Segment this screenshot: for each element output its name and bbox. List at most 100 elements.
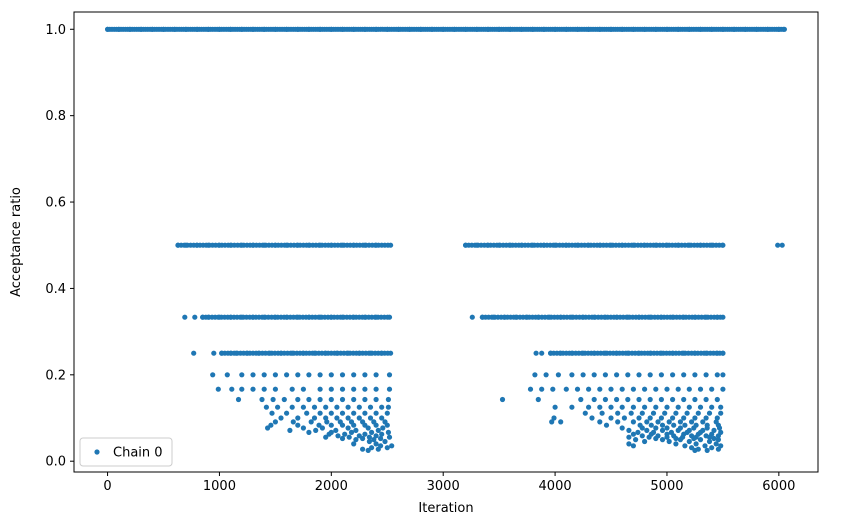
- data-point: [653, 425, 659, 431]
- data-point: [704, 425, 710, 431]
- data-point: [295, 415, 301, 421]
- data-point: [333, 427, 339, 433]
- data-point: [664, 386, 670, 392]
- data-point: [720, 350, 726, 356]
- data-point: [272, 372, 278, 378]
- data-point: [375, 427, 381, 433]
- data-point: [367, 404, 374, 410]
- data-point: [597, 386, 603, 392]
- data-point: [261, 372, 267, 378]
- data-point: [597, 419, 603, 425]
- data-point: [345, 404, 351, 410]
- data-point: [636, 396, 642, 403]
- data-point: [578, 396, 584, 403]
- data-point: [369, 429, 375, 435]
- data-point: [630, 386, 637, 392]
- data-point: [714, 415, 720, 421]
- data-point: [306, 396, 312, 403]
- data-point: [647, 396, 653, 403]
- data-point: [775, 242, 781, 248]
- data-point: [644, 419, 650, 425]
- data-point: [345, 415, 351, 421]
- data-point: [362, 410, 368, 416]
- data-point: [300, 404, 306, 410]
- data-point: [691, 425, 697, 431]
- legend-marker: [94, 449, 100, 455]
- data-point: [284, 410, 290, 416]
- data-point: [614, 396, 620, 403]
- data-point: [365, 447, 371, 453]
- data-point: [574, 386, 581, 392]
- data-point: [697, 386, 704, 392]
- data-point: [630, 431, 637, 437]
- data-point: [362, 372, 368, 378]
- data-point: [250, 372, 256, 378]
- data-point: [317, 396, 323, 403]
- data-point: [670, 415, 676, 421]
- data-point: [346, 434, 352, 440]
- data-point: [386, 386, 393, 392]
- data-point: [235, 396, 242, 403]
- data-point: [373, 386, 379, 392]
- data-point: [351, 441, 357, 447]
- data-point: [259, 396, 265, 403]
- data-point: [700, 419, 706, 425]
- data-point: [535, 396, 541, 403]
- data-point: [647, 415, 653, 421]
- data-point: [351, 372, 357, 378]
- data-point: [662, 410, 668, 416]
- data-point: [639, 410, 645, 416]
- legend-box: [79, 437, 173, 467]
- data-point: [229, 386, 235, 392]
- y-tick-label: 0.8: [45, 109, 66, 124]
- data-point: [650, 410, 657, 416]
- x-tick-label: 6000: [762, 479, 795, 494]
- data-point: [342, 431, 348, 437]
- data-point: [697, 437, 704, 443]
- data-point: [714, 372, 720, 378]
- data-point: [373, 372, 379, 378]
- data-point: [644, 427, 650, 433]
- data-point: [717, 314, 724, 320]
- data-point: [582, 410, 588, 416]
- data-point: [563, 386, 569, 392]
- data-point: [619, 404, 625, 410]
- data-point: [323, 415, 329, 421]
- data-point: [658, 396, 665, 403]
- data-point: [385, 404, 391, 410]
- y-tick-label: 1.0: [45, 23, 66, 38]
- data-point: [362, 396, 368, 403]
- data-point: [289, 386, 295, 392]
- data-point: [718, 404, 724, 410]
- data-point: [334, 404, 340, 410]
- data-point: [653, 435, 659, 442]
- data-point: [384, 422, 390, 428]
- data-point: [317, 386, 323, 392]
- data-point: [384, 410, 390, 416]
- data-point: [373, 433, 379, 439]
- data-point: [281, 396, 287, 403]
- data-point: [543, 372, 549, 378]
- data-point: [191, 350, 197, 356]
- data-point: [239, 372, 245, 378]
- data-point: [215, 386, 221, 392]
- data-point: [626, 441, 632, 447]
- data-point: [328, 422, 334, 428]
- data-point: [378, 435, 384, 442]
- data-point: [628, 410, 634, 416]
- data-point: [689, 419, 695, 425]
- data-point: [339, 422, 346, 428]
- data-point: [697, 404, 704, 410]
- data-point: [533, 350, 539, 356]
- plot-frame: [73, 11, 819, 473]
- data-point: [549, 419, 555, 425]
- data-point: [720, 372, 726, 378]
- data-point: [360, 446, 366, 452]
- data-point: [382, 438, 388, 445]
- data-point: [313, 427, 319, 433]
- data-point: [324, 419, 330, 425]
- data-point: [182, 314, 188, 320]
- data-point: [345, 425, 351, 431]
- data-point: [692, 415, 698, 421]
- data-point: [366, 438, 372, 445]
